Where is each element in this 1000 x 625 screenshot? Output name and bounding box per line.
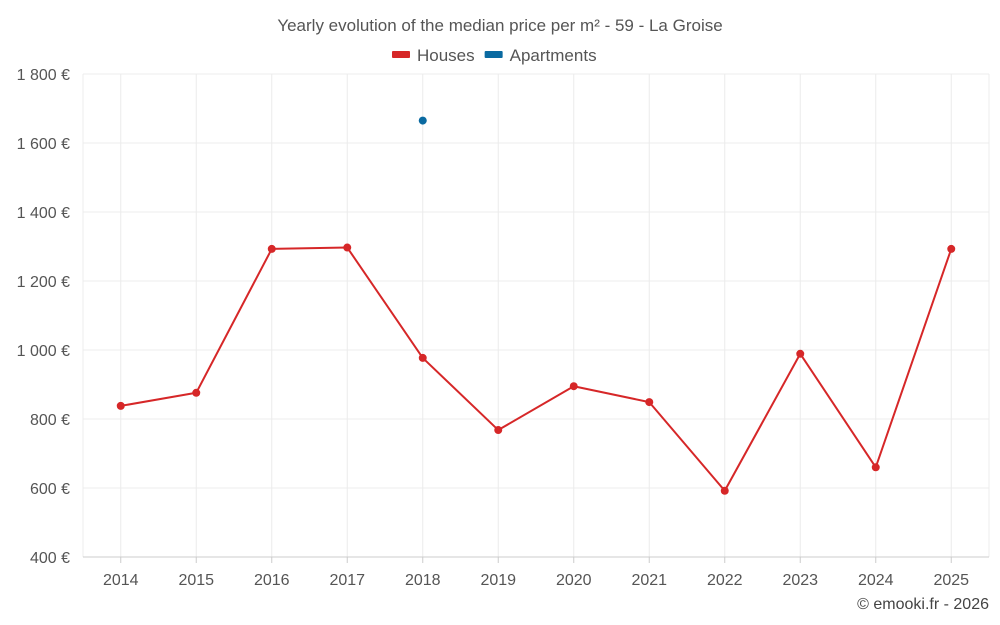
data-point[interactable] (720, 486, 729, 495)
y-tick-label: 1 400 € (17, 205, 70, 222)
x-tick-label: 2022 (707, 572, 743, 589)
series-layer (116, 116, 956, 495)
x-tick-label: 2016 (254, 572, 290, 589)
chart-title: Yearly evolution of the median price per… (277, 16, 722, 35)
series-houses (116, 243, 956, 495)
y-tick-label: 1 800 € (17, 67, 70, 84)
y-tick-label: 800 € (30, 412, 70, 429)
y-tick-label: 1 200 € (17, 274, 70, 291)
y-tick-label: 1 000 € (17, 343, 70, 360)
data-point[interactable] (947, 244, 956, 253)
data-point[interactable] (418, 116, 427, 125)
axes: 400 € 600 € 800 € 1 000 € 1 200 € 1 400 € 1 60… (17, 67, 989, 589)
data-point[interactable] (418, 353, 427, 362)
x-tick-label: 2020 (556, 572, 592, 589)
data-point[interactable] (116, 401, 125, 410)
x-tick-label: 2025 (933, 572, 969, 589)
legend-swatch (484, 51, 503, 58)
legend-label: Apartments (510, 46, 597, 65)
legend-swatch (392, 51, 410, 58)
x-tick-label: 2018 (405, 572, 441, 589)
x-tick-label: 2019 (480, 572, 516, 589)
legend-label: Houses (417, 46, 475, 65)
x-tick-label: 2021 (631, 572, 667, 589)
x-tick-label: 2017 (329, 572, 365, 589)
credit-text: © emooki.fr - 2026 (857, 596, 989, 613)
x-tick-label: 2015 (178, 572, 214, 589)
legend-item-apartments[interactable]: Apartments (484, 46, 597, 65)
data-point[interactable] (267, 244, 276, 253)
x-tick-label: 2014 (103, 572, 139, 589)
data-point[interactable] (494, 426, 503, 435)
y-tick-label: 600 € (30, 481, 70, 498)
y-tick-label: 1 600 € (17, 136, 70, 153)
x-tick-label: 2024 (858, 572, 894, 589)
legend-item-houses[interactable]: Houses (392, 46, 475, 65)
series-line (120, 246, 953, 492)
data-point[interactable] (569, 382, 578, 391)
data-point[interactable] (343, 243, 352, 252)
legend: Houses Apartments (392, 46, 597, 65)
x-tick-label: 2023 (782, 572, 818, 589)
series-apartments (418, 116, 427, 125)
y-tick-label: 400 € (30, 550, 70, 567)
data-point[interactable] (192, 388, 201, 397)
data-point[interactable] (796, 349, 805, 358)
data-point[interactable] (645, 398, 654, 407)
data-point[interactable] (871, 463, 880, 472)
grid (82, 73, 990, 557)
